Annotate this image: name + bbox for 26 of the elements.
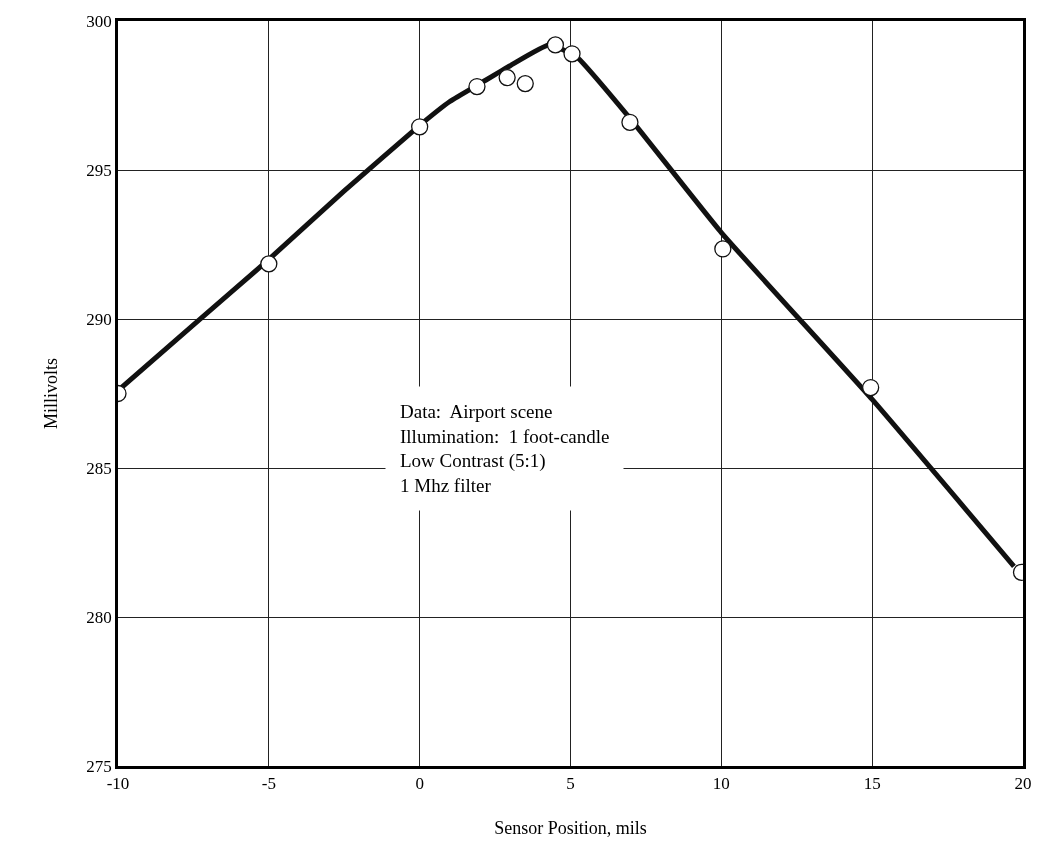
x-tick-label: 5: [566, 774, 575, 794]
point: [621, 113, 639, 131]
y-axis-title: Millivolts: [40, 357, 61, 430]
y-tick-label: 275: [86, 756, 112, 776]
x-tick-label: 10: [712, 774, 730, 794]
x-tick-label: 15: [863, 774, 881, 794]
y-tick-label: 285: [86, 458, 112, 478]
y-tick-label: 295: [86, 160, 112, 180]
x-tick-label: 0: [415, 774, 424, 794]
annotation: Data: Airport scene Illumination: 1 foot-candle Low Contrast (5:1) 1 Mhz filter: [400, 401, 610, 497]
point: [260, 255, 278, 273]
point: [516, 74, 534, 93]
x-axis-title: Sensor Position, mils: [494, 818, 647, 839]
x-tick-label: -10: [106, 774, 130, 794]
point: [862, 378, 880, 397]
point: [714, 240, 732, 258]
point: [411, 118, 429, 136]
x-tick-label: -5: [261, 774, 276, 794]
y-tick-label: 300: [86, 11, 112, 31]
y-tick-label: 280: [86, 607, 112, 627]
point: [563, 45, 581, 63]
y-tick-label: 290: [86, 309, 112, 329]
point: [468, 77, 486, 96]
x-tick-label: 20: [1014, 774, 1032, 794]
point: [498, 68, 516, 87]
point: [546, 36, 565, 54]
